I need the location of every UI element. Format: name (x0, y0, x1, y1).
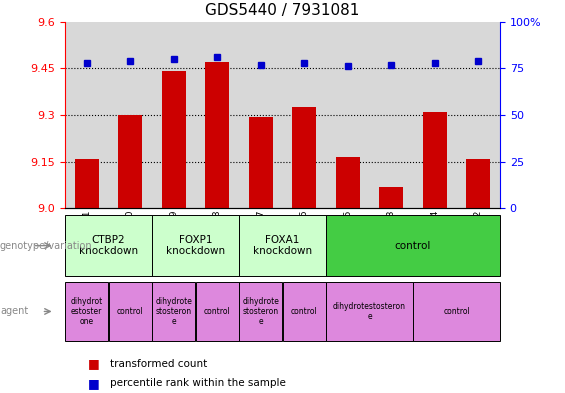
Text: ■: ■ (88, 376, 99, 390)
Text: FOXP1
knockdown: FOXP1 knockdown (166, 235, 225, 256)
Text: agent: agent (0, 307, 28, 316)
Bar (205, 62, 229, 208)
Bar (336, 157, 360, 208)
Text: CTBP2
knockdown: CTBP2 knockdown (79, 235, 138, 256)
Bar (118, 115, 142, 208)
Text: FOXA1
knockdown: FOXA1 knockdown (253, 235, 312, 256)
Bar (75, 158, 99, 208)
Bar (153, 282, 195, 341)
Bar (466, 158, 490, 208)
Text: control: control (443, 307, 470, 316)
Text: control: control (395, 241, 431, 251)
Text: dihydrote
stosteron
e: dihydrote stosteron e (242, 297, 279, 326)
Text: control: control (204, 307, 231, 316)
Bar (66, 215, 151, 276)
Bar (240, 282, 282, 341)
Text: control: control (117, 307, 144, 316)
Bar (327, 215, 499, 276)
Bar (249, 116, 273, 208)
Bar (153, 215, 238, 276)
Text: control: control (291, 307, 318, 316)
Bar (162, 72, 186, 208)
Text: dihydrotestosteron
e: dihydrotestosteron e (333, 302, 406, 321)
Bar (292, 107, 316, 208)
Bar (196, 282, 238, 341)
Text: percentile rank within the sample: percentile rank within the sample (110, 378, 286, 388)
Text: ■: ■ (88, 357, 99, 370)
Bar (109, 282, 151, 341)
Bar (66, 282, 108, 341)
Text: transformed count: transformed count (110, 358, 207, 369)
Bar (240, 215, 325, 276)
Bar (414, 282, 499, 341)
Title: GDS5440 / 7931081: GDS5440 / 7931081 (205, 3, 360, 18)
Bar (423, 112, 447, 208)
Text: genotype/variation: genotype/variation (0, 241, 93, 251)
Bar (283, 282, 325, 341)
Text: dihydrote
stosteron
e: dihydrote stosteron e (155, 297, 192, 326)
Bar (379, 187, 403, 208)
Bar (327, 282, 412, 341)
Text: dihydrot
estoster
one: dihydrot estoster one (71, 297, 103, 326)
